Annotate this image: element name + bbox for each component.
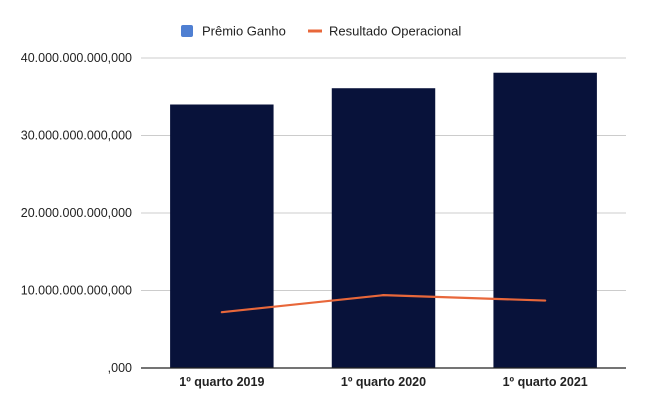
legend-label: Resultado Operacional — [329, 24, 461, 39]
bar-premio-ganho — [493, 72, 597, 368]
bar-series — [170, 72, 597, 368]
bar-premio-ganho — [331, 88, 436, 368]
bar-premio-ganho — [170, 104, 274, 368]
line-series — [220, 294, 547, 314]
legend-item: Prêmio Ganho — [181, 24, 286, 39]
y-axis-ticks: ,000 10.000.000.000,000 20.000.000.000,000… — [21, 51, 132, 375]
y-tick-label: 30.000.000.000,000 — [21, 129, 132, 143]
x-tick-label: 1º quarto 2019 — [179, 375, 264, 389]
legend-label: Prêmio Ganho — [202, 24, 286, 39]
legend-item: Resultado Operacional — [308, 24, 461, 39]
x-tick-label: 1º quarto 2020 — [341, 375, 426, 389]
y-tick-label: 10.000.000.000,000 — [21, 284, 132, 298]
x-axis-labels: 1º quarto 2019 1º quarto 2020 1º quarto 20… — [179, 375, 588, 389]
y-tick-label: ,000 — [108, 361, 132, 375]
x-tick-label: 1º quarto 2021 — [503, 375, 588, 389]
y-tick-label: 40.000.000.000,000 — [21, 51, 132, 65]
y-tick-label: 20.000.000.000,000 — [21, 206, 132, 220]
legend-swatch-premio-ganho — [181, 25, 193, 37]
legend: Prêmio Ganho Resultado Operacional — [181, 24, 461, 39]
